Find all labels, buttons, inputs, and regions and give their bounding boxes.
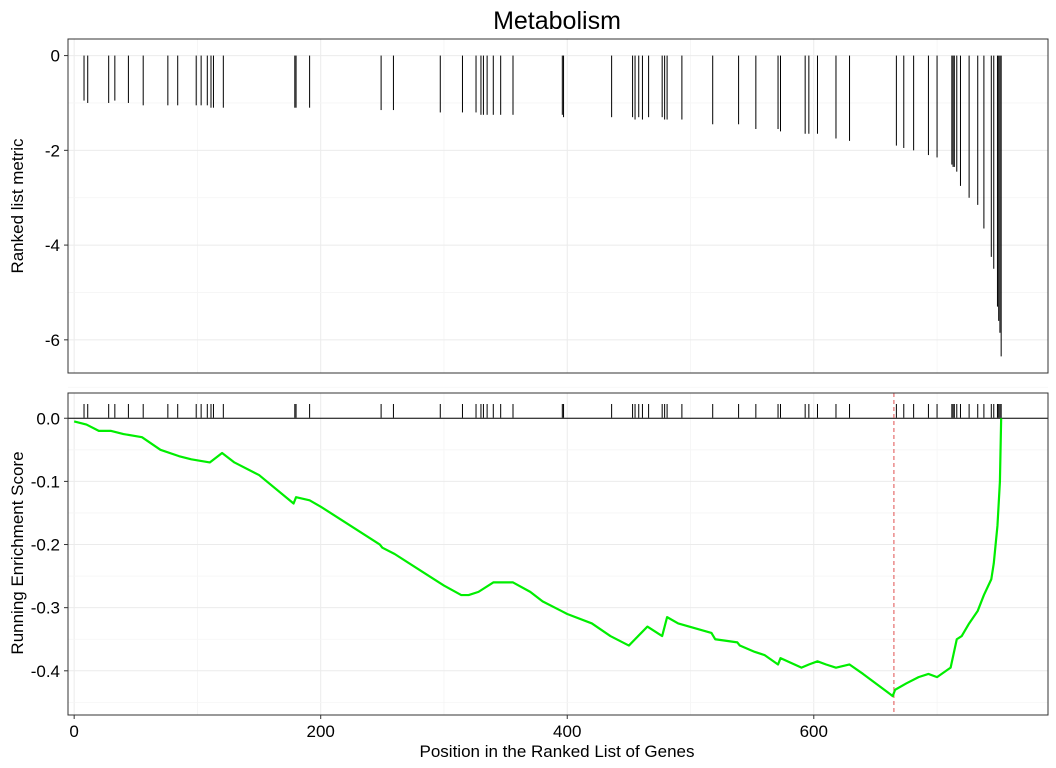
running-es-line <box>73 418 1003 698</box>
bottom-y-tick-label: -0.4 <box>31 662 60 681</box>
x-axis: 0 200 400 600 <box>69 715 828 741</box>
x-tick-label: 200 <box>307 722 335 741</box>
top-y-tick-label: -6 <box>45 331 60 350</box>
top-panel-frame <box>67 38 1049 374</box>
ranked-metric-bars <box>83 55 1002 357</box>
bottom-y-tick-label: 0.0 <box>36 409 60 428</box>
top-y-tick-label: -4 <box>45 236 60 255</box>
bottom-y-axis: 0.0 -0.1 -0.2 -0.3 -0.4 <box>31 409 68 681</box>
top-y-tick-label: 0 <box>51 47 60 66</box>
bottom-panel-frame <box>67 392 1049 716</box>
bottom-gridlines <box>68 393 1048 715</box>
top-gridlines <box>68 39 1048 388</box>
hit-marks <box>83 404 1002 418</box>
chart-title: Metabolism <box>493 7 621 35</box>
bottom-y-axis-label: Running Enrichment Score <box>8 451 27 654</box>
top-y-axis-label: Ranked list metric <box>8 138 27 274</box>
running-enrichment-panel: 0.0 -0.1 -0.2 -0.3 -0.4 Running Enrichment S… <box>8 392 1049 716</box>
x-tick-label: 400 <box>553 722 581 741</box>
ranked-metric-panel: 0 -2 -4 -6 Ranked list metric <box>8 38 1049 388</box>
bottom-y-tick-label: -0.2 <box>31 536 60 555</box>
bottom-y-tick-label: -0.3 <box>31 599 60 618</box>
top-y-axis: 0 -2 -4 -6 <box>45 47 68 350</box>
top-y-tick-label: -2 <box>45 141 60 160</box>
bottom-y-tick-label: -0.1 <box>31 472 60 491</box>
x-tick-label: 600 <box>800 722 828 741</box>
x-axis-label: Position in the Ranked List of Genes <box>420 742 695 761</box>
x-tick-label: 0 <box>69 722 78 741</box>
